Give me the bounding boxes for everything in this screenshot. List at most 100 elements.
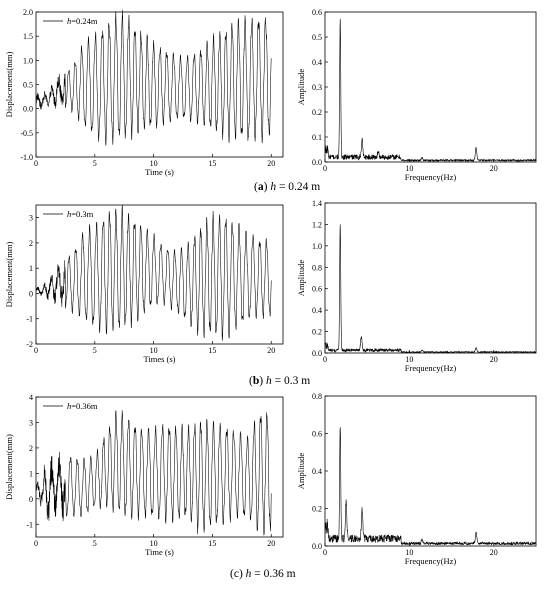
caption-b: (b) h = 0.3 m [249, 375, 311, 387]
freq-ylabel-0: Amplitude [296, 69, 306, 106]
freq-ytick-label-2: 0.4 [312, 467, 322, 476]
time-ytick-label-2: -1 [26, 520, 33, 529]
time-xtick-label-0: 0 [34, 159, 38, 168]
legend-text-2: h=0.36m [67, 401, 98, 411]
freq-frame-1 [324, 202, 537, 354]
freq-chart-2: 0 10 20 0.0 0.2 0.4 0.6 0.8 Frequency(Hz) Amplitu… [296, 392, 537, 566]
freq-ytick-label-1: 0.0 [312, 349, 322, 358]
legend-var-2: h [67, 401, 71, 411]
legend-text-0: h=0.24m [67, 16, 98, 26]
time-series-line-2 [35, 410, 272, 536]
time-ytick-label-1: -2 [26, 340, 33, 349]
time-xtick-label-0: 5 [93, 159, 97, 168]
time-ytick-label-2: 3 [29, 418, 33, 427]
time-series-line-1 [35, 205, 272, 341]
freq-ylabel-1: Amplitude [296, 260, 306, 297]
freq-xtick-label-0: 10 [405, 164, 413, 173]
freq-xtick-label-2: 10 [405, 548, 413, 557]
time-xtick-label-1: 0 [34, 346, 38, 355]
time-chart-2: 0 5 10 15 20 -1 0 1 2 3 4 Time (s) Displacement(mm) h… [4, 393, 284, 557]
time-ytick-label-0: 1.0 [23, 56, 33, 65]
legend-text-1: h=0.3m [67, 209, 94, 219]
time-ytick-label-1: 0 [29, 289, 33, 298]
time-ytick-label-2: 0 [29, 495, 33, 504]
time-ytick-label-0: 0.5 [23, 81, 33, 90]
freq-xlabel-1: Frequency(Hz) [405, 363, 457, 373]
freq-xtick-label-1: 10 [405, 355, 413, 364]
freq-xtick-label-2: 20 [490, 548, 498, 557]
time-chart-1: 0 5 10 15 20 -2 -1 0 1 2 3 Times (s) Displacement(mm… [4, 204, 284, 364]
time-xtick-label-1: 5 [93, 346, 97, 355]
freq-ytick-label-2: 0.2 [312, 505, 322, 514]
freq-ytick-label-1: 0.6 [312, 285, 322, 294]
time-ytick-label-1: 2 [29, 239, 33, 248]
time-xtick-label-2: 5 [93, 539, 97, 548]
freq-ytick-label-1: 1.2 [312, 220, 322, 229]
freq-ytick-label-1: 0.8 [312, 263, 322, 272]
legend-value-2: =0.36m [71, 401, 98, 411]
time-xlabel-1: Times (s) [143, 354, 175, 364]
time-ytick-label-2: 2 [29, 444, 33, 453]
time-ytick-label-1: 1 [29, 264, 33, 273]
freq-frame-2 [324, 395, 537, 547]
freq-chart-1: 0 10 20 0.0 0.2 0.4 0.6 0.8 1.0 1.2 1.4 Frequency(H… [296, 199, 537, 373]
freq-xtick-label-1: 0 [323, 355, 327, 364]
time-xlabel-2: Time (s) [145, 547, 174, 557]
time-ylabel-0: Displacement(mm) [4, 52, 14, 118]
time-frame-2 [35, 396, 284, 538]
freq-xtick-label-1: 20 [490, 355, 498, 364]
time-xtick-label-1: 10 [150, 346, 158, 355]
freq-ytick-label-0: 0.3 [312, 83, 322, 92]
freq-ytick-label-2: 0.0 [312, 542, 322, 551]
caption-c: (c) h = 0.36 m [230, 568, 296, 580]
time-ylabel-2: Displacement(mm) [4, 434, 14, 500]
freq-xlabel-0: Frequency(Hz) [405, 172, 457, 182]
time-chart-0: 0 5 10 15 20 -1.0 -0.5 0.0 0.5 1.0 1.5 2.0 Time (s) D… [4, 8, 284, 177]
freq-ytick-label-0: 0.2 [312, 108, 322, 117]
time-xtick-label-0: 20 [267, 159, 275, 168]
time-ylabel-1: Displacement(mm) [4, 242, 14, 308]
freq-ytick-label-0: 0.6 [312, 8, 322, 17]
time-xtick-label-2: 10 [150, 539, 158, 548]
freq-chart-0: 0 10 20 0.0 0.1 0.2 0.3 0.4 0.5 0.6 Frequency(Hz) A… [296, 8, 537, 182]
time-ytick-label-0: 0.0 [23, 105, 33, 114]
time-ytick-label-0: 1.5 [23, 32, 33, 41]
legend-var-1: h [67, 209, 71, 219]
freq-ytick-label-1: 1.4 [312, 199, 322, 208]
legend-var-0: h [67, 16, 71, 26]
time-ytick-label-0: -0.5 [20, 129, 33, 138]
freq-xtick-label-0: 0 [323, 164, 327, 173]
spectrum-line-1 [324, 224, 537, 354]
time-series-line-0 [35, 9, 272, 146]
legend-value-0: =0.24m [71, 16, 98, 26]
time-xtick-label-2: 15 [208, 539, 216, 548]
freq-ytick-label-1: 0.4 [312, 306, 322, 315]
time-xtick-label-1: 15 [208, 346, 216, 355]
time-ytick-label-2: 1 [29, 469, 33, 478]
spectrum-line-0 [324, 18, 537, 163]
time-xtick-label-1: 20 [267, 346, 275, 355]
freq-xtick-label-0: 20 [490, 164, 498, 173]
time-frame-1 [35, 204, 284, 345]
freq-ytick-label-0: 0.5 [312, 33, 322, 42]
time-ytick-label-1: 3 [29, 214, 33, 223]
time-xtick-label-0: 15 [208, 159, 216, 168]
freq-ytick-label-0: 0.4 [312, 58, 322, 67]
freq-ytick-label-0: 0.0 [312, 158, 322, 167]
freq-ytick-label-2: 0.6 [312, 430, 322, 439]
freq-ytick-label-2: 0.8 [312, 392, 322, 401]
spectrum-line-2 [324, 427, 537, 546]
freq-xtick-label-2: 0 [323, 548, 327, 557]
time-ytick-label-0: 2.0 [23, 8, 33, 17]
freq-ytick-label-0: 0.1 [312, 133, 322, 142]
caption-a: (a) h = 0.24 m [254, 181, 321, 193]
freq-frame-0 [324, 11, 537, 163]
time-ytick-label-1: -1 [26, 315, 33, 324]
time-xtick-label-0: 10 [150, 159, 158, 168]
freq-xlabel-2: Frequency(Hz) [405, 556, 457, 566]
time-ytick-label-0: -1.0 [20, 153, 33, 162]
legend-value-1: =0.3m [71, 209, 93, 219]
time-ytick-label-2: 4 [29, 393, 33, 402]
time-xlabel-0: Time (s) [145, 167, 174, 177]
